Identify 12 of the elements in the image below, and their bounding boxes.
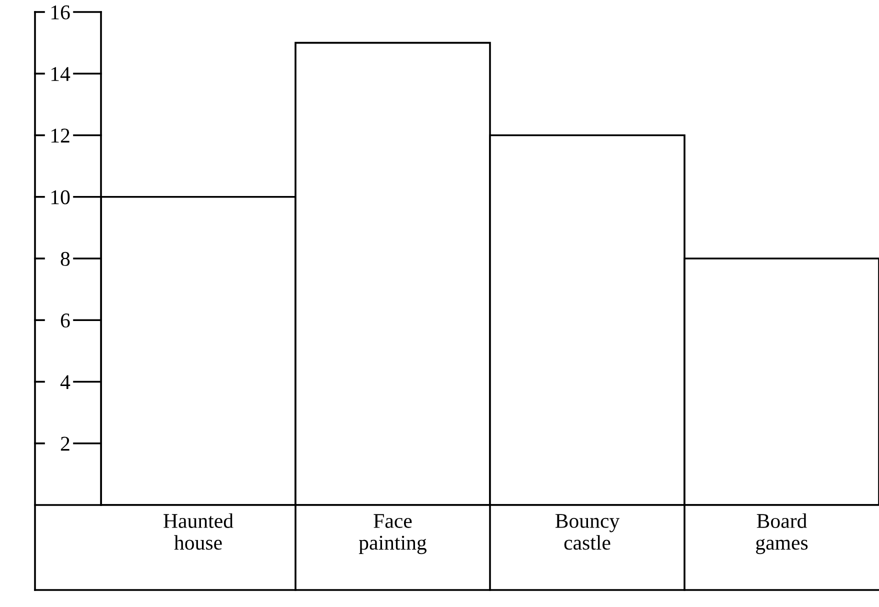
y-tick-label: 6 [60,314,70,328]
y-tick-label: 10 [51,190,70,204]
x-tick-label: Face painting [358,514,426,554]
y-tick-label: 14 [51,67,70,81]
y-tick-label: 4 [60,375,70,389]
x-tick-label: Haunted house [164,513,234,550]
x-tick-label: Bouncy castle [555,514,620,550]
y-tick-label: 12 [51,128,70,142]
y-tick-label: 2 [60,436,70,451]
y-tick-label: 16 [51,5,70,20]
x-tick-label: Board games [756,513,808,554]
y-tick-label: 8 [60,252,70,266]
